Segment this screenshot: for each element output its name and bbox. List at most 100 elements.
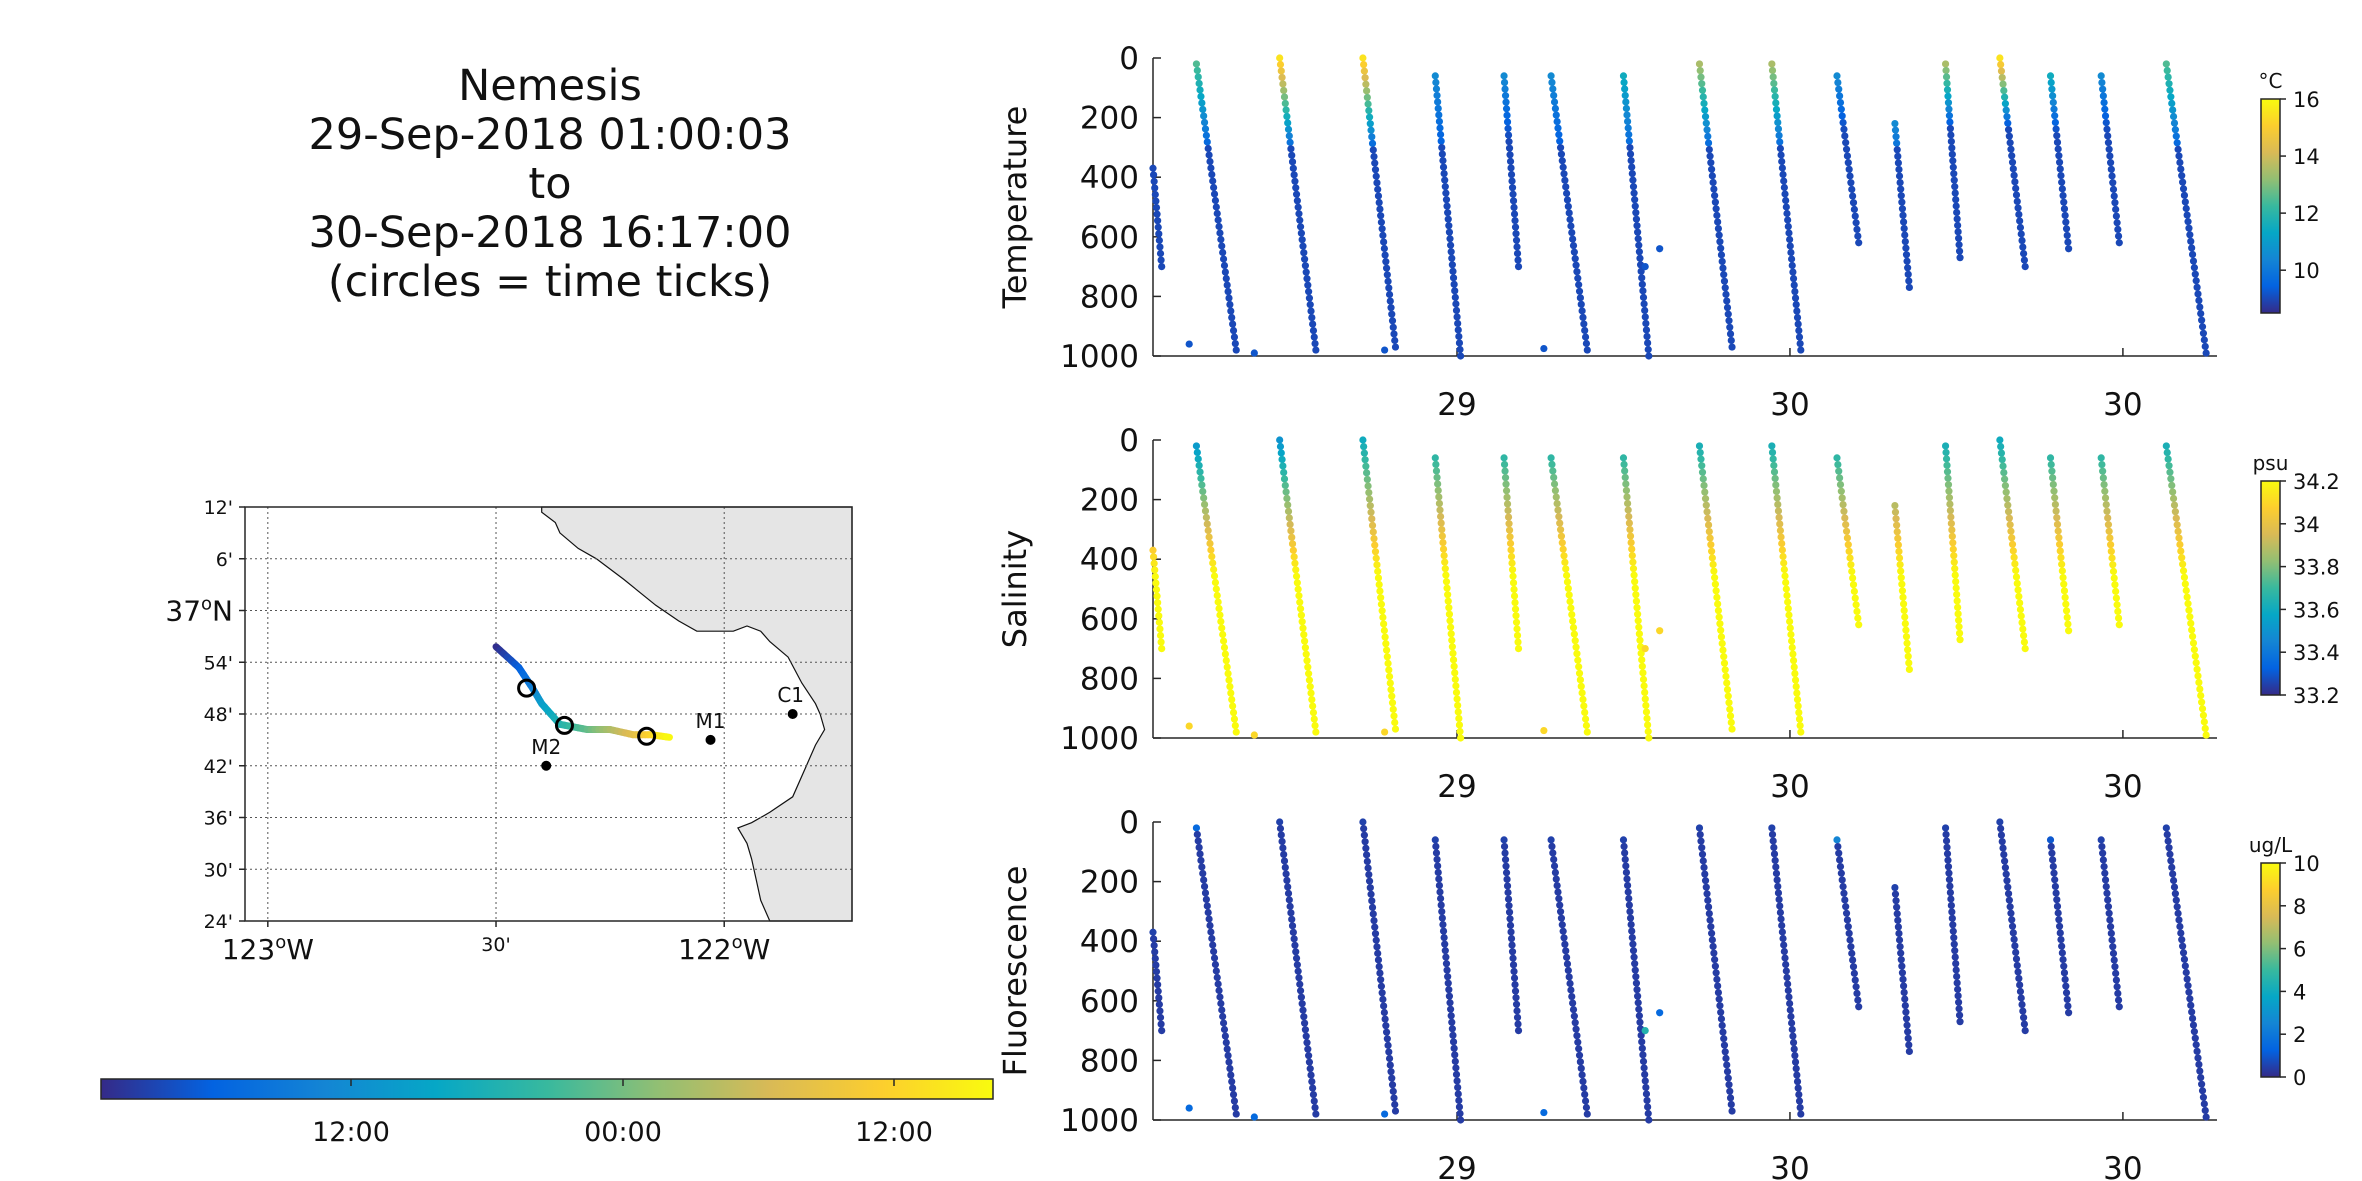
data-point xyxy=(1553,881,1561,890)
data-point xyxy=(1788,643,1796,652)
data-point xyxy=(2172,896,2180,904)
data-point xyxy=(1711,962,1719,970)
data-point xyxy=(1379,613,1387,621)
data-point xyxy=(1626,532,1635,540)
colorbar-fluorescence xyxy=(2260,862,2281,1078)
data-point xyxy=(1436,512,1445,521)
data-point xyxy=(1292,954,1301,962)
data-point xyxy=(2104,139,2113,147)
data-point xyxy=(1219,248,1227,257)
data-point xyxy=(1556,901,1564,909)
data-point xyxy=(1626,914,1635,922)
data-point xyxy=(1374,956,1383,964)
data-point xyxy=(1436,888,1444,896)
data-point xyxy=(1777,151,1785,159)
data-point xyxy=(1778,546,1786,554)
data-point xyxy=(1719,1028,1727,1036)
colorbar-tick-label: 14 xyxy=(2293,145,2320,169)
data-point xyxy=(2055,540,2064,548)
data-point xyxy=(1207,928,1215,936)
data-point xyxy=(2171,890,2179,898)
data-point xyxy=(1217,999,1225,1008)
data-point xyxy=(1893,521,1901,529)
data-point xyxy=(2054,145,2062,153)
time-colorbar-tick-label: 00:00 xyxy=(584,1117,662,1148)
x-tick-label: 30 xyxy=(1770,387,1809,423)
data-point xyxy=(1944,92,1952,100)
data-point xyxy=(2111,199,2119,207)
data-point xyxy=(1197,474,1205,483)
data-point xyxy=(1206,539,1214,548)
data-point xyxy=(2053,514,2061,522)
data-point xyxy=(2113,601,2121,609)
data-point xyxy=(1841,514,1849,522)
data-point xyxy=(1371,166,1380,174)
data-point xyxy=(1640,300,1648,308)
data-point xyxy=(2098,78,2106,87)
data-point xyxy=(2192,659,2200,667)
data-point xyxy=(1185,340,1193,348)
data-point xyxy=(1949,927,1957,935)
data-point xyxy=(1280,850,1288,859)
map-lat-label: 24' xyxy=(204,911,233,933)
data-point xyxy=(1707,547,1716,555)
data-point xyxy=(1631,578,1639,586)
data-point xyxy=(1218,624,1226,632)
data-point xyxy=(1391,1107,1400,1115)
data-point xyxy=(1305,670,1313,678)
data-point xyxy=(1455,1103,1464,1111)
data-point xyxy=(1192,442,1201,450)
data-point xyxy=(1635,630,1643,638)
data-point xyxy=(1622,104,1631,113)
data-point xyxy=(1845,165,1853,173)
data-point xyxy=(1299,1006,1307,1014)
data-point xyxy=(1452,300,1460,308)
data-point xyxy=(1842,139,1850,147)
y-axis-label: Salinity xyxy=(996,530,1034,648)
data-point xyxy=(1787,630,1795,639)
data-point xyxy=(2183,211,2191,219)
data-point xyxy=(1999,80,2007,88)
data-point xyxy=(1780,177,1788,185)
data-point xyxy=(1796,339,1804,348)
data-point xyxy=(2184,218,2192,226)
data-point xyxy=(1951,947,1959,955)
data-point xyxy=(1224,287,1232,296)
data-point xyxy=(1779,552,1787,561)
data-point xyxy=(1507,546,1515,554)
data-point xyxy=(2057,553,2065,562)
data-point xyxy=(2186,995,2194,1003)
data-point xyxy=(1703,890,1711,898)
data-point xyxy=(1956,636,1964,644)
x-tick-label: 29 xyxy=(1437,769,1476,805)
data-point xyxy=(1435,111,1443,119)
data-point xyxy=(2020,638,2028,646)
data-point xyxy=(1632,973,1640,981)
data-point xyxy=(1150,559,1158,567)
data-point xyxy=(2114,232,2123,240)
data-point xyxy=(1797,346,1805,354)
data-point xyxy=(1634,228,1642,236)
data-point xyxy=(1385,290,1394,299)
data-point xyxy=(2173,903,2181,911)
data-point xyxy=(1503,882,1512,890)
data-point xyxy=(1899,975,1907,983)
data-point xyxy=(1440,551,1448,560)
data-point xyxy=(1953,590,1961,599)
data-point xyxy=(1370,916,1378,925)
data-point xyxy=(1622,862,1630,870)
data-point xyxy=(1433,473,1441,482)
data-point xyxy=(1304,1045,1312,1053)
data-point xyxy=(1790,1045,1798,1053)
data-point xyxy=(1777,915,1785,923)
data-point xyxy=(1949,157,1957,165)
data-point xyxy=(1387,1068,1395,1076)
data-point xyxy=(1200,876,1208,884)
data-point xyxy=(1771,474,1779,483)
data-point xyxy=(1282,488,1290,496)
data-point xyxy=(1205,533,1213,541)
data-point xyxy=(1703,126,1711,134)
data-point xyxy=(2175,916,2183,924)
data-point xyxy=(1287,145,1295,153)
data-point xyxy=(1945,869,1953,877)
